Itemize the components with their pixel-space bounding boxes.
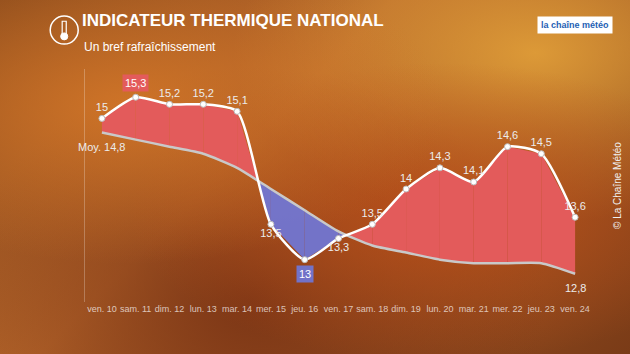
svg-text:mar. 14: mar. 14 [222,304,252,314]
svg-text:sam. 11: sam. 11 [120,304,151,314]
svg-text:15,3: 15,3 [125,77,146,89]
svg-text:jeu. 23: jeu. 23 [527,304,555,314]
svg-text:Moy. 14,8: Moy. 14,8 [78,141,126,153]
svg-text:13,6: 13,6 [564,200,585,212]
svg-text:14,3: 14,3 [429,150,450,162]
svg-text:14,1: 14,1 [463,164,484,176]
svg-text:15,2: 15,2 [159,87,180,99]
svg-text:14,6: 14,6 [497,129,518,141]
svg-text:© La Chaîne Météo: © La Chaîne Météo [612,142,623,229]
svg-text:mer. 15: mer. 15 [256,304,286,314]
svg-text:la chaîne météo: la chaîne météo [541,20,609,30]
svg-text:sam. 18: sam. 18 [356,304,388,314]
svg-text:13: 13 [299,268,311,280]
svg-text:jeu. 16: jeu. 16 [290,304,318,314]
svg-text:13,5: 13,5 [362,207,383,219]
svg-text:dim. 12: dim. 12 [155,304,185,314]
svg-text:15: 15 [96,101,108,113]
svg-text:lun. 20: lun. 20 [426,304,453,314]
svg-text:dim. 19: dim. 19 [391,304,421,314]
svg-text:13,3: 13,3 [328,241,349,253]
svg-text:mer. 22: mer. 22 [492,304,522,314]
svg-text:lun. 13: lun. 13 [190,304,217,314]
svg-text:14,5: 14,5 [531,136,552,148]
svg-text:ven. 24: ven. 24 [560,304,590,314]
svg-text:12,8: 12,8 [565,282,586,294]
svg-text:ven. 10: ven. 10 [87,304,117,314]
svg-text:ven. 17: ven. 17 [324,304,354,314]
svg-text:mar. 21: mar. 21 [459,304,489,314]
svg-text:15,1: 15,1 [226,94,247,106]
svg-text:INDICATEUR THERMIQUE NATIONAL: INDICATEUR THERMIQUE NATIONAL [82,11,384,30]
svg-text:14: 14 [400,172,412,184]
svg-text:Un bref rafraîchissement: Un bref rafraîchissement [84,40,216,54]
svg-text:15,2: 15,2 [193,87,214,99]
svg-text:13,5: 13,5 [260,227,281,239]
